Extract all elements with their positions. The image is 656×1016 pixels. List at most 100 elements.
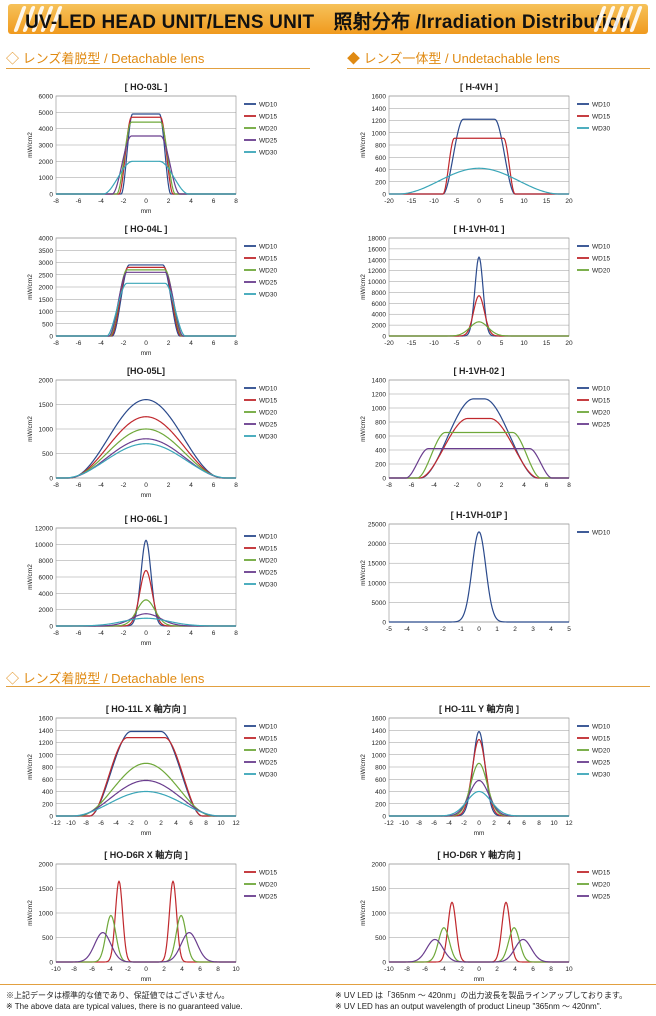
y-tick-label: 2000 bbox=[39, 607, 54, 614]
x-tick-label: 6 bbox=[212, 630, 216, 637]
legend-label: WD15 bbox=[592, 736, 610, 743]
legend-label: WD10 bbox=[592, 244, 610, 251]
y-axis-label: mW/cm2 bbox=[27, 754, 34, 780]
y-tick-label: 1500 bbox=[39, 297, 54, 304]
y-tick-label: 4000 bbox=[372, 312, 387, 319]
y-tick-label: 5000 bbox=[39, 110, 54, 117]
chart-ho-d6r-x: [ HO-D6R X 軸方向 ] 0 500 1000 1500 2000 -10 -8 -6 -… bbox=[22, 848, 302, 988]
x-tick-label: 15 bbox=[543, 198, 551, 205]
legend-label: WD15 bbox=[259, 546, 277, 553]
chart-svg: [ H-1VH-02 ] 0 200 400 600 800 1000 1200 1400 -8 -… bbox=[360, 366, 610, 489]
y-tick-label: 6000 bbox=[372, 301, 387, 308]
series-line-wd20 bbox=[389, 321, 569, 337]
y-tick-label: 800 bbox=[375, 143, 386, 150]
section-rule bbox=[347, 68, 650, 69]
y-axis-label: mW/cm2 bbox=[360, 754, 367, 780]
y-tick-label: 400 bbox=[375, 789, 386, 796]
chart-svg: [ HO-06L ] 0 2000 4000 6000 8000 10000 12000 -8 -… bbox=[27, 514, 277, 647]
x-tick-label: -6 bbox=[76, 198, 82, 205]
x-tick-label: 0 bbox=[144, 340, 148, 347]
legend-label: WD25 bbox=[592, 760, 610, 767]
y-tick-label: 1400 bbox=[372, 106, 387, 113]
x-tick-label: 2 bbox=[159, 820, 163, 827]
x-tick-label: 12 bbox=[232, 820, 240, 827]
series-line-wd30 bbox=[56, 443, 236, 479]
x-tick-label: -8 bbox=[83, 820, 89, 827]
x-tick-label: 8 bbox=[204, 820, 208, 827]
x-tick-label: -2 bbox=[128, 820, 134, 827]
x-tick-label: 6 bbox=[212, 340, 216, 347]
section-heading-undetachable: ◆ レンズ一体型 / Undetachable lens bbox=[347, 51, 560, 66]
legend-label: WD20 bbox=[592, 882, 610, 889]
x-axis-label: mm bbox=[474, 830, 485, 837]
series-line-wd30 bbox=[56, 617, 236, 627]
chart-title: [ HO-D6R Y 軸方向 ] bbox=[437, 849, 520, 860]
y-tick-label: 1600 bbox=[39, 716, 54, 723]
legend-label: WD20 bbox=[592, 410, 610, 417]
x-tick-label: -5 bbox=[454, 340, 460, 347]
y-tick-label: 4000 bbox=[39, 591, 54, 598]
x-tick-label: -8 bbox=[404, 966, 410, 973]
y-tick-label: 1400 bbox=[372, 728, 387, 735]
x-tick-label: -4 bbox=[98, 198, 104, 205]
y-tick-label: 400 bbox=[42, 789, 53, 796]
x-tick-label: 5 bbox=[500, 340, 504, 347]
series-line-wd30 bbox=[389, 167, 569, 195]
x-tick-label: -2 bbox=[458, 966, 464, 973]
y-tick-label: 0 bbox=[49, 476, 53, 483]
y-tick-label: 500 bbox=[42, 935, 53, 942]
series-line-wd30 bbox=[56, 790, 236, 817]
x-tick-label: -6 bbox=[76, 482, 82, 489]
chart-title: [HO-05L] bbox=[127, 366, 165, 376]
x-tick-label: 2 bbox=[167, 198, 171, 205]
y-tick-label: 1400 bbox=[372, 378, 387, 385]
y-tick-label: 25000 bbox=[368, 522, 386, 529]
series-line-wd25 bbox=[389, 938, 569, 963]
legend-label: WD25 bbox=[259, 760, 277, 767]
x-tick-label: 4 bbox=[189, 482, 193, 489]
chart-svg: [ HO-11L Y 軸方向 ] 0 200 400 600 800 1000 1200 140… bbox=[360, 703, 610, 837]
x-tick-label: 4 bbox=[180, 966, 184, 973]
x-tick-label: 10 bbox=[550, 820, 558, 827]
x-tick-label: 6 bbox=[198, 966, 202, 973]
legend-label: WD30 bbox=[259, 582, 277, 589]
y-tick-label: 12000 bbox=[368, 268, 386, 275]
x-tick-label: 4 bbox=[189, 630, 193, 637]
y-tick-label: 0 bbox=[49, 334, 53, 341]
y-tick-label: 1600 bbox=[372, 716, 387, 723]
x-tick-label: 8 bbox=[549, 966, 553, 973]
chart-title: [ H-4VH ] bbox=[460, 82, 498, 92]
y-tick-label: 10000 bbox=[368, 580, 386, 587]
y-tick-label: 2000 bbox=[39, 285, 54, 292]
x-tick-label: -6 bbox=[76, 630, 82, 637]
x-tick-label: -4 bbox=[440, 966, 446, 973]
x-tick-label: -20 bbox=[384, 198, 394, 205]
x-axis-label: mm bbox=[141, 976, 152, 983]
x-tick-label: 4 bbox=[174, 820, 178, 827]
x-tick-label: -2 bbox=[125, 966, 131, 973]
y-tick-label: 2000 bbox=[39, 378, 54, 385]
y-tick-label: 1500 bbox=[39, 886, 54, 893]
chart-title: [ HO-D6R X 軸方向 ] bbox=[104, 849, 188, 860]
x-axis-label: mm bbox=[141, 640, 152, 647]
x-tick-label: -8 bbox=[386, 482, 392, 489]
x-tick-label: -10 bbox=[399, 820, 409, 827]
x-tick-label: -8 bbox=[53, 198, 59, 205]
y-tick-label: 0 bbox=[382, 476, 386, 483]
legend-label: WD20 bbox=[259, 126, 277, 133]
y-tick-label: 1200 bbox=[372, 740, 387, 747]
y-tick-label: 2000 bbox=[372, 323, 387, 330]
y-axis-label: mW/cm2 bbox=[360, 274, 367, 300]
x-tick-label: 2 bbox=[500, 482, 504, 489]
y-axis-label: mW/cm2 bbox=[360, 132, 367, 158]
legend-label: WD20 bbox=[592, 748, 610, 755]
legend-label: WD15 bbox=[592, 256, 610, 263]
footer-wavelength-jp: ※ UV LED は「365nm ～ 420nm」の出力波長を製品ラインアップし… bbox=[335, 991, 628, 1000]
chart-title: [ H-1VH-02 ] bbox=[453, 366, 504, 376]
y-tick-label: 18000 bbox=[368, 236, 386, 243]
y-tick-label: 1000 bbox=[39, 752, 54, 759]
y-tick-label: 1500 bbox=[372, 886, 387, 893]
x-tick-label: 10 bbox=[565, 966, 573, 973]
banner-stripes-right bbox=[593, 4, 643, 34]
y-axis-label: mW/cm2 bbox=[27, 274, 34, 300]
